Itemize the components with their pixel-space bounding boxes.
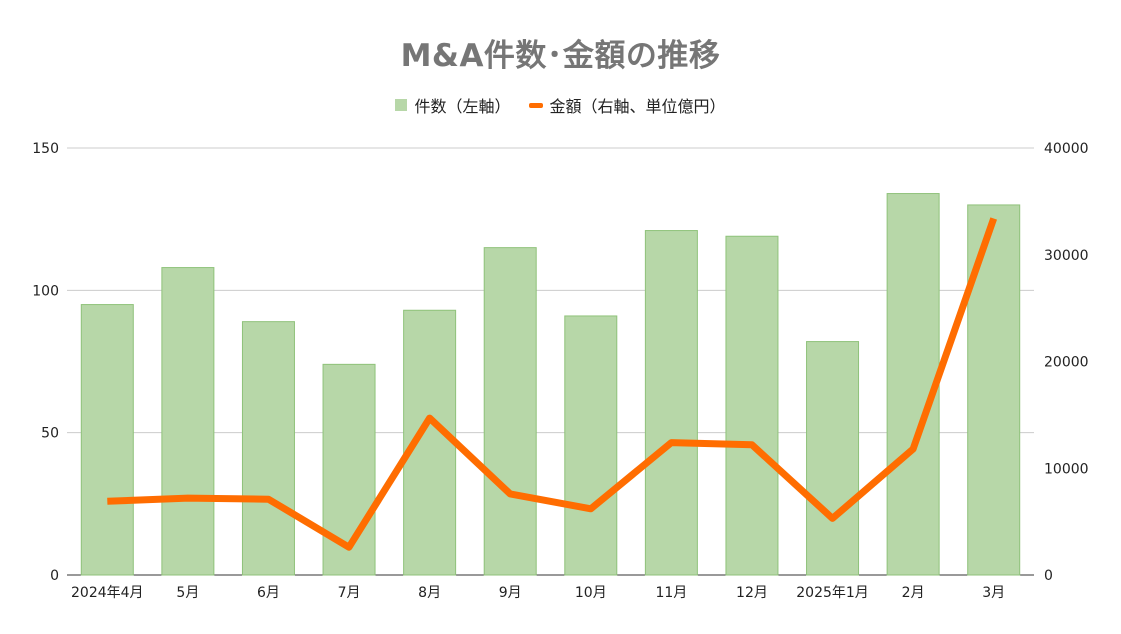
- left-tick-label: 0: [50, 568, 59, 584]
- legend-label-count: 件数（左軸）: [414, 97, 511, 116]
- x-tick-label: 2月: [902, 585, 925, 601]
- x-tick-label: 2024年4月: [71, 585, 144, 601]
- right-axis-ticks: 0 10000 20000 30000 40000: [1044, 141, 1089, 584]
- bar: [564, 315, 618, 576]
- chart-legend: 件数（左軸） 金額（右軸、単位億円）: [0, 93, 1121, 117]
- x-tick-label: 12月: [736, 585, 768, 601]
- legend-item-amount: 金額（右軸、単位億円）: [528, 93, 726, 117]
- chart-title: M&A件数･金額の推移: [400, 38, 721, 74]
- bar-series: [80, 193, 1021, 576]
- gridlines: [67, 147, 1034, 576]
- left-tick-label: 100: [32, 283, 59, 299]
- x-tick-label: 2025年1月: [796, 585, 869, 601]
- right-tick-label: 10000: [1044, 461, 1089, 477]
- x-tick-label: 5月: [176, 585, 199, 601]
- x-tick-label: 3月: [982, 585, 1005, 601]
- left-tick-label: 150: [32, 141, 59, 157]
- x-axis-ticks: 2024年4月 5月 6月 7月 8月 9月 10月 11月 12月 2025年1月 2月 3月: [71, 585, 1005, 601]
- x-tick-label: 9月: [499, 585, 522, 601]
- left-tick-label: 50: [41, 426, 59, 442]
- left-axis-ticks: 0 50 100 150: [32, 141, 59, 584]
- bar: [644, 230, 698, 576]
- bar: [80, 304, 134, 576]
- right-tick-label: 40000: [1044, 141, 1089, 157]
- bar: [161, 267, 215, 576]
- legend-item-count: 件数（左軸）: [395, 93, 511, 117]
- bar: [241, 321, 295, 576]
- x-tick-label: 6月: [257, 585, 280, 601]
- legend-line-swatch: [528, 102, 543, 108]
- bar: [886, 193, 940, 576]
- bar: [806, 341, 860, 576]
- bar: [725, 235, 779, 576]
- bar: [483, 247, 537, 576]
- line-series: [107, 217, 998, 551]
- legend-bar-swatch: [395, 99, 408, 111]
- x-tick-label: 7月: [338, 585, 361, 601]
- legend-label-amount: 金額（右軸、単位億円）: [549, 97, 726, 116]
- right-tick-label: 30000: [1044, 248, 1089, 264]
- x-tick-label: 8月: [418, 585, 441, 601]
- right-tick-label: 20000: [1044, 355, 1089, 371]
- amount-line: [107, 217, 998, 551]
- x-tick-label: 11月: [655, 585, 687, 601]
- right-tick-label: 0: [1044, 568, 1053, 584]
- x-tick-label: 10月: [575, 585, 607, 601]
